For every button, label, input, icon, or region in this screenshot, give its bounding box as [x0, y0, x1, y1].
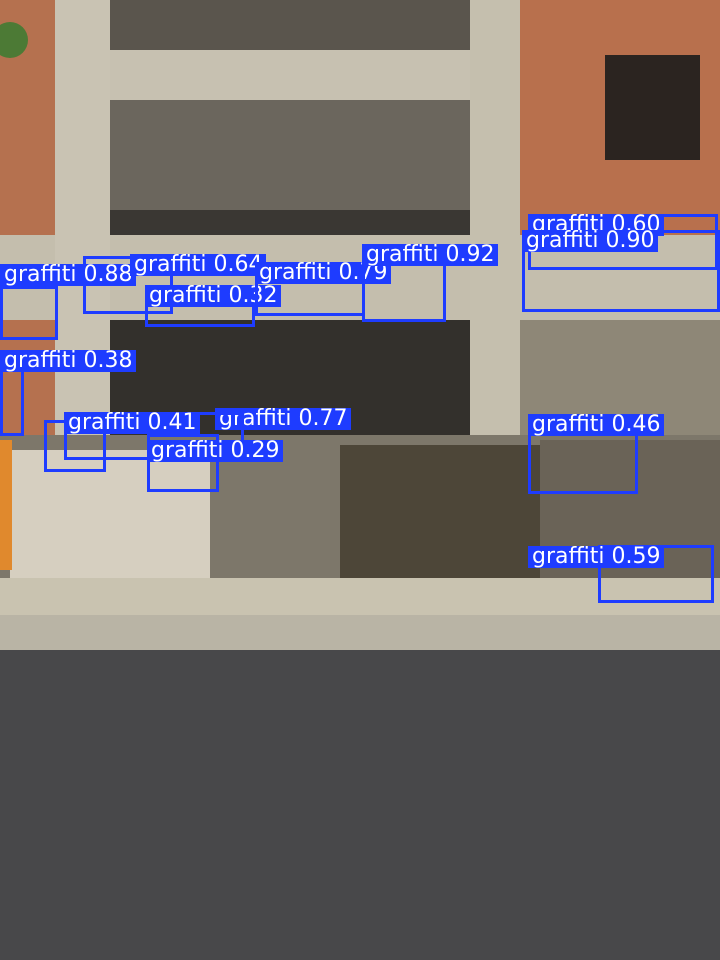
- detection-label: graffiti 0.77: [215, 408, 352, 430]
- detection-label: graffiti 0.64: [130, 254, 267, 276]
- detection-box: [147, 434, 219, 492]
- detection-label: graffiti 0.41: [64, 412, 201, 434]
- detection-label: graffiti 0.59: [528, 546, 665, 568]
- detection-label: graffiti 0.38: [0, 350, 137, 372]
- detection-label: graffiti 0.88: [0, 264, 137, 286]
- detection-box: [0, 286, 58, 340]
- detection-label: graffiti 0.79: [255, 262, 392, 284]
- detection-label: graffiti 0.46: [528, 414, 665, 436]
- detection-label: graffiti 0.92: [362, 244, 499, 266]
- detection-label: graffiti 0.90: [522, 230, 659, 252]
- detection-label: graffiti 0.32: [145, 285, 282, 307]
- detection-label: graffiti 0.29: [147, 440, 284, 462]
